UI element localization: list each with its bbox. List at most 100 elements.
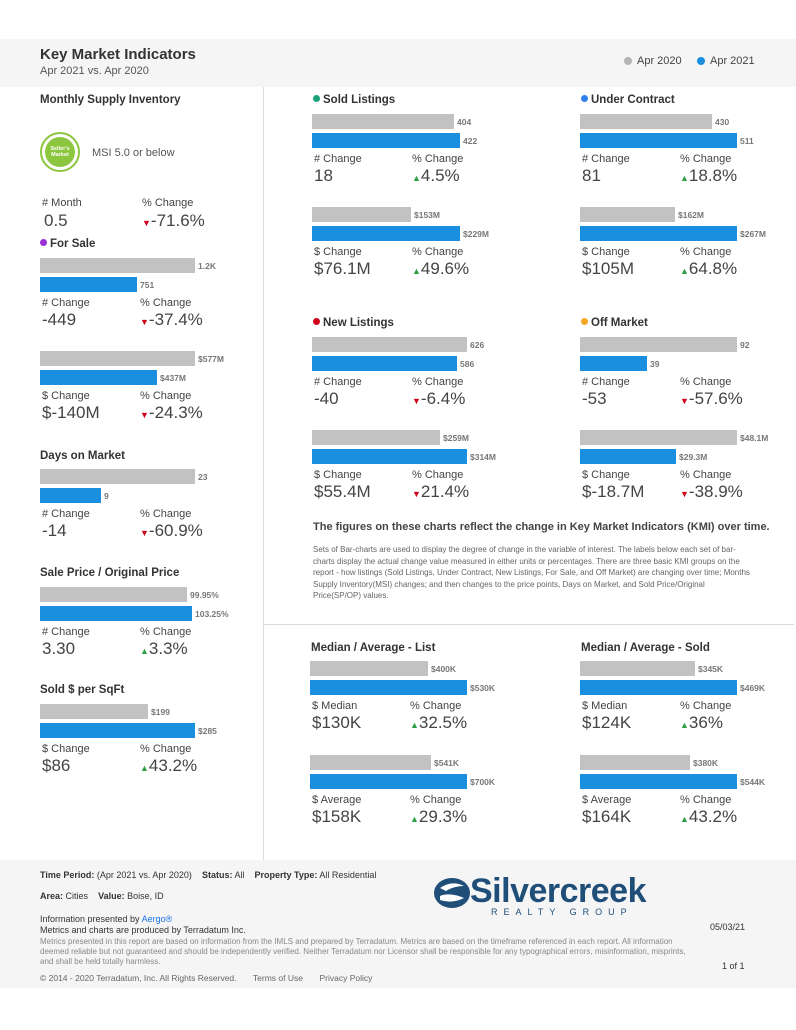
nl-count-pct-label: % Change <box>412 376 464 388</box>
for-sale-count-change-value: -449 <box>42 310 77 329</box>
nl-count-bar-curr-label: 586 <box>460 359 475 369</box>
nl-count-change-label: # Change <box>314 376 362 388</box>
spop-pct-label: % Change <box>140 626 192 638</box>
ms-median-bar-curr-label: $469K <box>740 683 766 693</box>
om-count-change-label: # Change <box>582 376 630 388</box>
privacy-link[interactable]: Privacy Policy <box>319 973 373 983</box>
ms-median-pct-value: ▲36% <box>680 713 723 732</box>
footer-disclaimer: Metrics presented in this report are bas… <box>40 937 686 966</box>
uc-dollar-change-label: $ Change <box>582 246 630 258</box>
ms-median-bar-prev <box>580 661 695 676</box>
nl-dollar-change-value: $55.4M <box>314 482 371 501</box>
ml-median-bar-curr-label: $530K <box>470 683 496 693</box>
om-count-pct-label: % Change <box>680 376 732 388</box>
up-triangle-icon: ▲ <box>140 763 149 773</box>
for-sale-count-pct-label: % Change <box>140 297 192 309</box>
section-title-text: Under Contract <box>591 94 675 106</box>
ml-average-change-label: $ Average <box>312 794 362 806</box>
for-sale-title: For Sale <box>40 238 95 250</box>
median-sold-title: Median / Average - Sold <box>581 642 710 654</box>
footer-legal: © 2014 - 2020 Terradatum, Inc. All Right… <box>40 973 373 983</box>
sold-dollar-pct-label: % Change <box>412 246 464 258</box>
ms-median-change-value: $124K <box>582 713 632 732</box>
msi-pct: ▼-71.6% <box>142 211 205 230</box>
for-sale-count-bar-prev <box>40 258 195 273</box>
uc-dollar-bar-curr <box>580 226 737 241</box>
header-band <box>0 39 796 87</box>
down-triangle-icon: ▼ <box>142 218 151 228</box>
om-count-pct-value: ▼-57.6% <box>680 389 743 408</box>
section-title-text: Median / Average - Sold <box>581 642 710 654</box>
for-sale-dollar-change-value: $-140M <box>42 403 100 422</box>
nl-dollar-bar-prev-label: $259M <box>443 433 469 443</box>
legend-item-curr: Apr 2021 <box>697 55 755 67</box>
om-dollar-bar-prev <box>580 430 737 445</box>
up-triangle-icon: ▲ <box>412 266 421 276</box>
om-count-change-value: -53 <box>582 389 607 408</box>
ms-median-pct-label: % Change <box>680 700 732 712</box>
down-triangle-icon: ▼ <box>680 489 689 499</box>
sellers-market-badge-icon: Seller's Market <box>40 132 80 172</box>
up-triangle-icon: ▲ <box>680 173 689 183</box>
ml-average-bar-prev-label: $541K <box>434 758 460 768</box>
up-triangle-icon: ▲ <box>680 720 689 730</box>
sold-dollar-change-value: $76.1M <box>314 259 371 278</box>
terms-link[interactable]: Terms of Use <box>252 973 303 983</box>
section-dot-icon <box>313 95 320 102</box>
spop-change-label: # Change <box>42 626 90 638</box>
sold-count-bar-prev-label: 404 <box>457 117 472 127</box>
uc-dollar-bar-prev-label: $162M <box>678 210 704 220</box>
section-title-text: Sale Price / Original Price <box>40 567 180 579</box>
for-sale-dollar-change-label: $ Change <box>42 390 90 402</box>
section-title-text: Sold $ per SqFt <box>40 684 125 696</box>
msi-change-value: 0.5 <box>44 211 68 230</box>
silvercreek-logo-icon <box>434 878 470 908</box>
ms-average-change-label: $ Average <box>582 794 632 806</box>
sold-count-pct-value: ▲4.5% <box>412 166 460 185</box>
ml-median-pct-label: % Change <box>410 700 462 712</box>
dom-bar-prev-label: 23 <box>198 472 208 482</box>
uc-dollar-bar-curr-label: $267M <box>740 229 766 239</box>
om-count-bar-curr-label: 39 <box>650 359 660 369</box>
logo-wordmark: Silvercreek <box>470 872 647 910</box>
sold-count-pct-label: % Change <box>412 153 464 165</box>
ml-average-change-value: $158K <box>312 807 362 826</box>
msi-change-label: # Month <box>42 197 82 209</box>
down-triangle-icon: ▼ <box>140 528 149 538</box>
spop-bar-curr-label: 103.25% <box>195 609 229 619</box>
uc-count-pct-value: ▲18.8% <box>680 166 738 185</box>
ms-median-bar-curr <box>580 680 737 695</box>
nl-dollar-pct-value: ▼21.4% <box>412 482 470 501</box>
om-dollar-bar-prev-label: $48.1M <box>740 433 769 443</box>
down-triangle-icon: ▼ <box>140 410 149 420</box>
uc-dollar-bar-prev <box>580 207 675 222</box>
ml-median-bar-prev <box>310 661 428 676</box>
ms-average-pct-label: % Change <box>680 794 732 806</box>
om-dollar-pct-value: ▼-38.9% <box>680 482 743 501</box>
section-title-text: Median / Average - List <box>311 642 436 654</box>
legend-item-prev: Apr 2020 <box>624 55 682 67</box>
sqft-bar-prev-label: $199 <box>151 707 170 717</box>
up-triangle-icon: ▲ <box>140 646 149 656</box>
ml-median-pct-value: ▲32.5% <box>410 713 468 732</box>
section-divider <box>264 624 794 625</box>
uc-dollar-change-value: $105M <box>582 259 634 278</box>
column-divider <box>263 87 264 860</box>
nl-dollar-bar-prev <box>312 430 440 445</box>
section-dot-icon <box>313 318 320 325</box>
om-count-bar-prev-label: 92 <box>740 340 750 350</box>
uc-count-bar-prev-label: 430 <box>715 117 730 127</box>
sold-dollar-bar-prev <box>312 207 411 222</box>
for-sale-count-bar-curr-label: 751 <box>140 280 155 290</box>
om-dollar-change-label: $ Change <box>582 469 630 481</box>
spop-pct-value: ▲3.3% <box>140 639 188 658</box>
sqft-change-value: $86 <box>42 756 71 775</box>
legend-dot-icon <box>697 57 705 65</box>
sold-dollar-bar-curr-label: $229M <box>463 229 489 239</box>
uc-count-pct-label: % Change <box>680 153 732 165</box>
nl-count-bar-curr <box>312 356 457 371</box>
nl-count-bar-prev <box>312 337 467 352</box>
aergo-link[interactable]: Aergo® <box>141 914 173 924</box>
ms-average-pct-value: ▲43.2% <box>680 807 738 826</box>
for-sale-count-bar-curr <box>40 277 137 292</box>
